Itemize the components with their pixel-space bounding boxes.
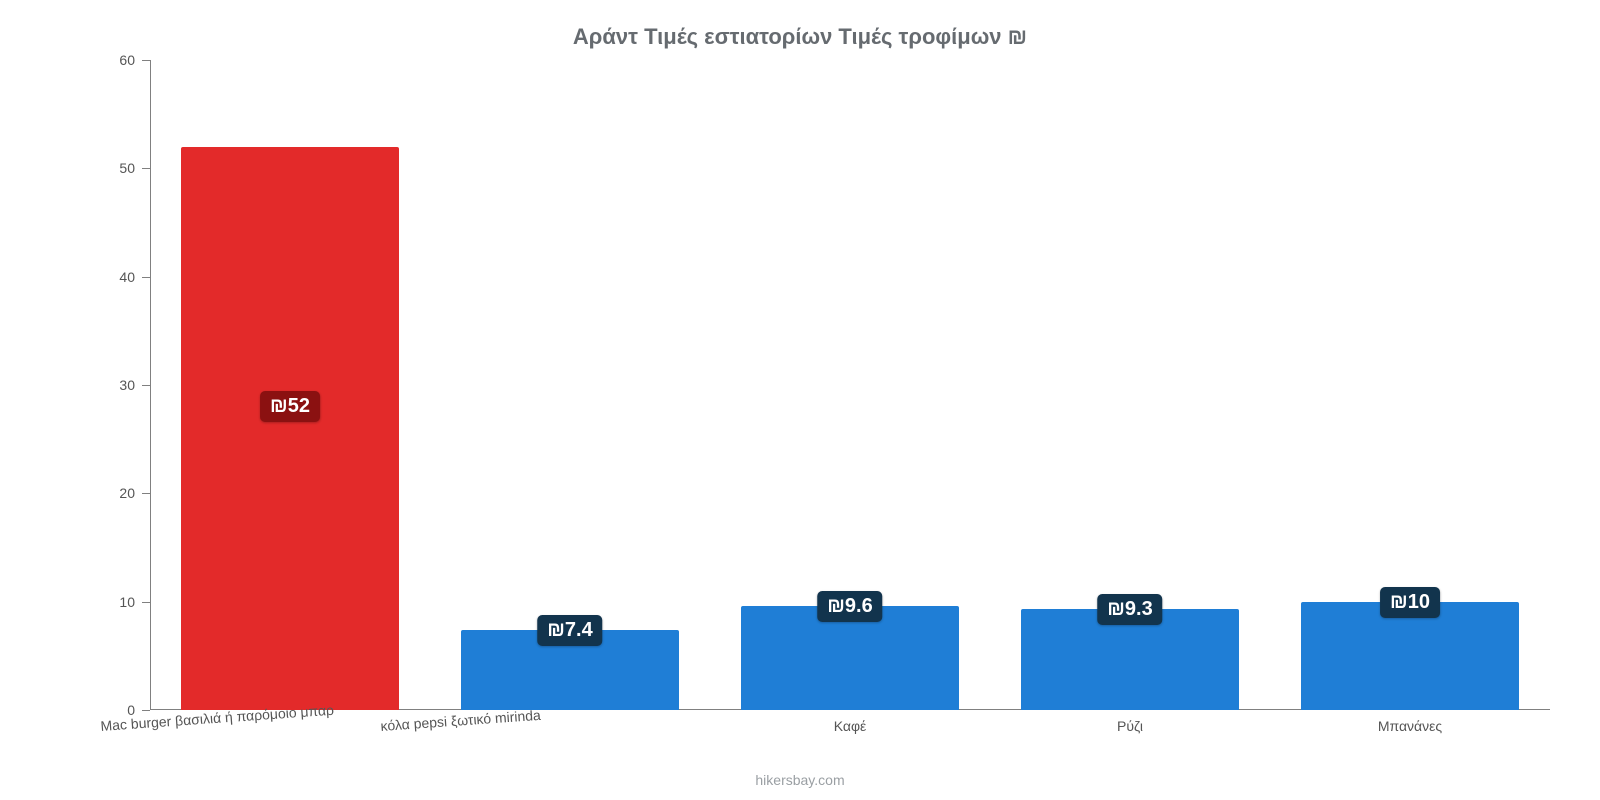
bar-value-badge: ₪7.4 <box>537 615 602 646</box>
chart-title: Αράντ Τιμές εστιατορίων Τιμές τροφίμων ₪ <box>0 24 1600 50</box>
y-tick-label: 20 <box>95 485 135 501</box>
bar-slot: ₪7.4κόλα pepsi ξωτικό mirinda <box>430 60 710 710</box>
y-tick <box>142 60 150 61</box>
bar <box>1301 602 1519 710</box>
y-tick <box>142 602 150 603</box>
bar <box>181 147 399 710</box>
chart-footer: hikersbay.com <box>0 772 1600 788</box>
bar-value-badge: ₪9.3 <box>1097 594 1162 625</box>
bar-slot: ₪9.6Καφέ <box>710 60 990 710</box>
y-tick <box>142 493 150 494</box>
y-tick-label: 30 <box>95 377 135 393</box>
bar-slot: ₪10Μπανάνες <box>1270 60 1550 710</box>
y-tick <box>142 277 150 278</box>
bar-slot: ₪52Mac burger βασιλιά ή παρόμοιο μπαρ <box>150 60 430 710</box>
bar-value-badge: ₪52 <box>260 391 320 422</box>
x-tick-label: κόλα pepsi ξωτικό mirinda <box>380 707 541 734</box>
x-tick-label: Καφέ <box>834 718 867 734</box>
y-tick-label: 40 <box>95 269 135 285</box>
y-tick <box>142 168 150 169</box>
y-tick <box>142 385 150 386</box>
y-tick-label: 10 <box>95 594 135 610</box>
y-tick-label: 60 <box>95 52 135 68</box>
y-tick-label: 50 <box>95 160 135 176</box>
y-tick <box>142 710 150 711</box>
bar-value-badge: ₪9.6 <box>817 591 882 622</box>
x-tick-label: Ρύζι <box>1117 718 1143 734</box>
plot-area: 0102030405060 ₪52Mac burger βασιλιά ή πα… <box>150 60 1550 710</box>
x-tick-label: Μπανάνες <box>1378 718 1442 734</box>
bar-slot: ₪9.3Ρύζι <box>990 60 1270 710</box>
bar-value-badge: ₪10 <box>1380 587 1440 618</box>
chart-container: Αράντ Τιμές εστιατορίων Τιμές τροφίμων ₪… <box>0 0 1600 800</box>
bars-group: ₪52Mac burger βασιλιά ή παρόμοιο μπαρ₪7.… <box>150 60 1550 710</box>
